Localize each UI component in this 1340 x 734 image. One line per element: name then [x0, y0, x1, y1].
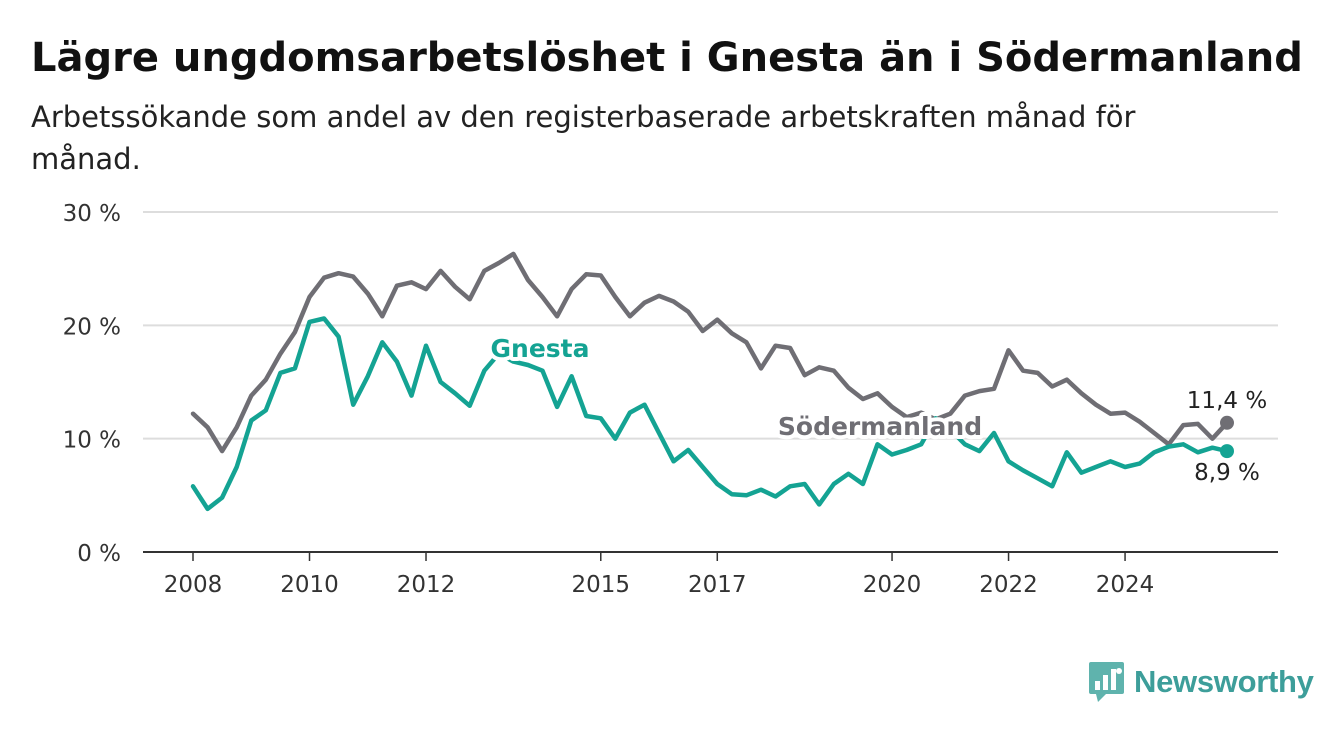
- series-end-point: [1220, 444, 1234, 459]
- end-value-sodermanland-halo: 11,4 %: [1187, 388, 1267, 414]
- series-line-sodermanland: [190, 251, 1230, 454]
- series-labels: GnestaGnestaSödermanlandSödermanland11,4…: [487, 330, 1272, 490]
- series-label-gnesta-halo: Gnesta: [491, 334, 590, 363]
- y-tick-label: 10 %: [63, 428, 121, 454]
- x-tick-label: 2017: [688, 572, 747, 598]
- end-value-gnesta-halo: 8,9 %: [1194, 460, 1260, 486]
- x-tick-label: 2022: [979, 572, 1038, 598]
- series-label-gnesta: Gnesta: [491, 334, 590, 363]
- x-tick-label: 2008: [164, 572, 223, 598]
- series-label-sodermanland-halo: Södermanland: [778, 412, 982, 441]
- x-tick-label: 2012: [397, 572, 456, 598]
- x-tick-label: 2020: [863, 572, 922, 598]
- y-tick-label: 30 %: [63, 201, 121, 227]
- chart-title: Lägre ungdomsarbetslöshet i Gnesta än i …: [31, 35, 1303, 81]
- y-axis: 0 % 10 % 20 % 30 %: [63, 201, 121, 567]
- x-tick-label: 2010: [280, 572, 339, 598]
- x-tick-label: 2024: [1096, 572, 1155, 598]
- grid-lines: [143, 211, 1278, 553]
- series-end-point: [1220, 415, 1234, 430]
- end-value-gnesta: 8,9 %: [1194, 460, 1260, 486]
- brand-name: Newsworthy: [1134, 664, 1314, 699]
- newsworthy-brand: Newsworthy: [1088, 660, 1314, 704]
- chart-subtitle: Arbetssökande som andel av den registerb…: [31, 100, 1136, 176]
- y-tick-label: 20 %: [63, 314, 121, 340]
- series-lines: [190, 251, 1234, 512]
- series-line-gnesta: [190, 316, 1230, 512]
- series-label-sodermanland: Södermanland: [778, 412, 982, 441]
- x-tick-label: 2015: [572, 572, 631, 598]
- x-axis: 2008 2010 2012 2015 2017 2020 2022 2024: [164, 552, 1155, 598]
- end-value-sodermanland: 11,4 %: [1187, 388, 1267, 414]
- bar-chart-logo-icon: [1089, 662, 1124, 702]
- y-tick-label: 0 %: [77, 541, 121, 567]
